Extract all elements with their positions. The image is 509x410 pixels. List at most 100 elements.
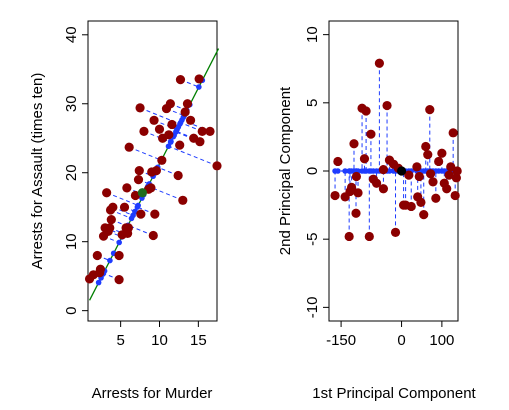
left-y-tick-label: 0 (63, 306, 80, 314)
right-data-point (423, 150, 433, 160)
right-data-point (450, 190, 460, 201)
left-plot-frame (87, 20, 218, 322)
right-projected-point (386, 168, 393, 174)
right-data-point (366, 129, 376, 139)
right-data-point (345, 186, 355, 197)
right-data-point (434, 156, 444, 167)
right-data-point (390, 227, 401, 237)
left-data-point (175, 140, 185, 150)
right-data-point (364, 231, 374, 242)
right-projected-point (335, 168, 341, 174)
right-x-tick-label: -150 (326, 332, 356, 349)
left-data-point (154, 124, 165, 134)
left-data-point (108, 202, 118, 212)
left-data-point (212, 161, 222, 171)
left-data-point (92, 250, 102, 261)
right-data-point (344, 231, 354, 242)
left-panel: 5 10 15 0 10 20 30 40 Arrests for Murder Arres… (29, 20, 222, 402)
right-data-point (421, 141, 431, 152)
left-data-point (180, 107, 190, 117)
right-data-point (452, 166, 462, 176)
left-projection-lines (89, 78, 218, 284)
left-projected-point (179, 117, 185, 123)
left-data-point (165, 99, 175, 109)
left-data-point (148, 230, 158, 241)
right-data-point (333, 156, 343, 167)
left-projected-point (173, 129, 179, 135)
left-data-point (173, 170, 183, 181)
right-x-tick-label: 100 (429, 332, 454, 349)
left-data-point (167, 119, 177, 130)
right-data-point (351, 171, 362, 182)
left-data-point (134, 166, 144, 176)
right-x-tick-label: 0 (397, 332, 405, 349)
right-data-point (448, 128, 458, 138)
right-data-point (351, 208, 361, 218)
right-panel: -150 0 100 -10 -5 0 5 10 1st Principal Compone… (277, 20, 477, 402)
right-y-tick-label: 5 (304, 99, 321, 107)
left-data-point (146, 183, 156, 193)
left-data-point (105, 223, 115, 233)
left-data-point (157, 155, 167, 165)
left-projected-point (107, 257, 113, 264)
left-y-tick-label: 10 (63, 233, 80, 250)
left-data-point (164, 130, 174, 140)
left-data-point (195, 137, 205, 147)
left-projection-line (168, 145, 218, 167)
left-x-axis-title: Arrests for Murder (92, 385, 213, 402)
right-data-point (428, 177, 438, 187)
right-data-point (361, 106, 371, 116)
left-projection-line (128, 146, 162, 161)
right-y-tick-label: 0 (304, 167, 321, 175)
right-projected-point (342, 168, 348, 174)
left-projected-point (196, 84, 202, 90)
left-x-tick-label: 5 (116, 332, 124, 349)
right-data-point (404, 170, 414, 180)
right-data-point (330, 190, 340, 201)
left-projected-point (116, 239, 122, 246)
left-data-point (150, 209, 160, 219)
right-x-axis: -150 0 100 (326, 321, 454, 349)
left-data-point (119, 202, 130, 212)
right-data-point (431, 193, 441, 203)
right-y-tick-label: -10 (304, 297, 321, 319)
right-data-point (437, 148, 447, 158)
right-projected-point (373, 168, 380, 174)
right-data-point (349, 139, 359, 149)
left-data-point (123, 223, 134, 233)
left-y-axis: 0 10 20 30 40 (63, 26, 88, 315)
left-data-point (175, 75, 186, 85)
right-data-point (382, 100, 392, 111)
right-data-point (374, 58, 384, 68)
left-data-point (182, 99, 193, 109)
right-y-tick-label: 10 (304, 26, 321, 43)
left-projected-point (175, 124, 182, 130)
left-projection-line (181, 119, 211, 132)
left-projected-point (95, 279, 102, 286)
right-data-point (406, 201, 416, 212)
left-y-tick-label: 30 (63, 95, 80, 112)
left-data-point (205, 126, 215, 136)
right-y-axis-title: 2nd Principal Component (277, 86, 294, 255)
left-data-point (197, 126, 207, 136)
right-data-point (419, 210, 429, 220)
left-data-point (136, 209, 146, 219)
right-data-point (378, 165, 389, 175)
right-data-point (414, 171, 424, 182)
left-y-tick-label: 20 (63, 164, 80, 181)
left-data-point (124, 142, 134, 152)
right-data-point (359, 154, 370, 164)
right-points (330, 58, 462, 242)
right-projection-lines (333, 63, 458, 237)
left-data-point (139, 126, 149, 136)
left-projected-point (134, 204, 141, 210)
left-data-point (185, 115, 196, 125)
left-data-point (151, 166, 161, 176)
right-data-point (451, 173, 461, 183)
right-y-axis: -10 -5 0 5 10 (304, 26, 329, 318)
left-y-tick-label: 40 (63, 26, 80, 43)
left-projected-point (165, 143, 172, 150)
left-projected-point (168, 138, 174, 145)
left-y-axis-title: Arrests for Assault (times ten) (29, 73, 46, 270)
